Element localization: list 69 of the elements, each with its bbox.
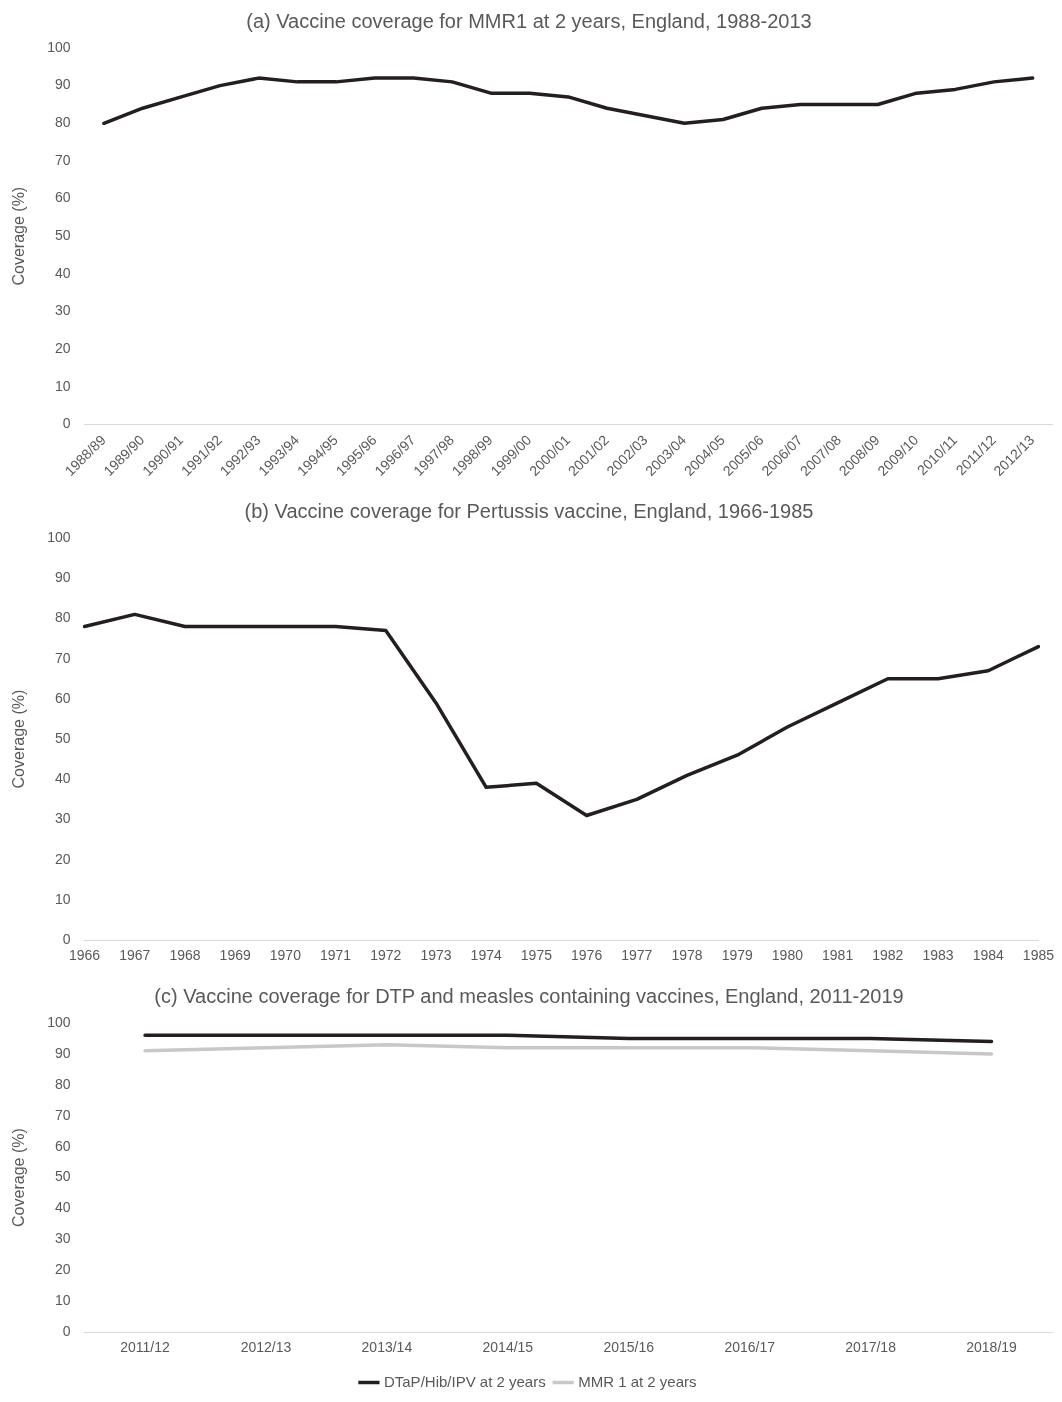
x-tick-label: 2012/13 [240, 1339, 292, 1356]
y-tick-label: 20 [54, 1261, 71, 1278]
y-axis-title: Coverage (%) [10, 689, 28, 789]
y-tick-label: 70 [54, 649, 71, 666]
y-tick-label: 40 [54, 770, 71, 787]
chart-title: (a) Vaccine coverage for MMR1 at 2 years, England, 1988-2013 [246, 9, 812, 32]
y-tick-label: 0 [62, 415, 71, 432]
y-tick-label: 60 [54, 689, 71, 706]
x-tick-label: 2015/16 [603, 1339, 655, 1356]
legend-label: DTaP/Hib/IPV at 2 years [383, 1372, 546, 1390]
legend-label: MMR 1 at 2 years [578, 1372, 697, 1390]
y-tick-label: 0 [62, 1323, 71, 1340]
y-tick-label: 10 [54, 1292, 71, 1309]
y-tick-label: 80 [54, 1075, 71, 1092]
y-tick-label: 40 [54, 264, 71, 281]
chart-title: (c) Vaccine coverage for DTP and measles containing vaccines, England, 2011-2019 [154, 984, 904, 1007]
x-tick-label: 1982 [872, 947, 904, 964]
x-tick-label: 1981 [822, 947, 854, 964]
y-tick-label: 80 [54, 609, 71, 626]
x-tick-label: 1974 [470, 947, 502, 964]
x-tick-label: 1975 [520, 947, 553, 964]
y-tick-label: 20 [54, 339, 71, 356]
x-tick-label: 1972 [370, 947, 402, 964]
y-tick-label: 90 [54, 76, 71, 93]
x-tick-label: 1970 [269, 947, 302, 964]
y-tick-label: 90 [54, 569, 71, 586]
x-tick-label: 2011/12 [120, 1339, 171, 1356]
y-tick-label: 30 [54, 1230, 71, 1247]
y-tick-label: 100 [47, 1013, 71, 1030]
x-tick-label: 1979 [721, 947, 753, 964]
x-tick-label: 1977 [621, 947, 653, 964]
x-tick-label: 1968 [169, 947, 201, 964]
y-tick-label: 50 [54, 1168, 71, 1185]
x-tick-label: 1971 [320, 947, 352, 964]
x-tick-label: 1967 [119, 947, 151, 964]
x-tick-label: 1976 [571, 947, 603, 964]
x-tick-label: 1969 [219, 947, 251, 964]
x-tick-label: 1984 [972, 947, 1004, 964]
y-tick-label: 10 [54, 377, 71, 394]
x-tick-label: 2016/17 [724, 1339, 776, 1356]
x-tick-label: 1966 [68, 947, 101, 964]
x-tick-label: 1973 [420, 947, 452, 964]
y-tick-label: 10 [54, 890, 71, 907]
y-tick-label: 50 [54, 227, 71, 244]
y-tick-label: 50 [54, 729, 71, 746]
x-tick-label: 2018/19 [966, 1339, 1018, 1356]
y-tick-label: 60 [54, 1137, 71, 1154]
y-tick-label: 30 [54, 810, 71, 827]
x-tick-label: 1980 [771, 947, 804, 964]
x-tick-label: 2017/18 [845, 1339, 897, 1356]
y-tick-label: 40 [54, 1199, 71, 1216]
y-tick-label: 0 [62, 931, 71, 948]
y-tick-label: 70 [54, 151, 71, 168]
y-tick-label: 20 [54, 850, 71, 867]
x-tick-label: 1983 [922, 947, 954, 964]
x-tick-label: 1985 [1022, 947, 1055, 964]
chart-title: (b) Vaccine coverage for Pertussis vaccine, England, 1966-1985 [244, 499, 814, 522]
y-tick-label: 100 [47, 528, 71, 545]
y-tick-label: 70 [54, 1106, 71, 1123]
y-tick-label: 30 [54, 302, 71, 319]
y-tick-label: 80 [54, 114, 71, 131]
y-tick-label: 90 [54, 1044, 71, 1061]
x-tick-label: 2014/15 [482, 1339, 534, 1356]
y-tick-label: 100 [47, 38, 71, 55]
y-axis-title: Coverage (%) [10, 1128, 28, 1227]
x-tick-label: 2013/14 [361, 1339, 413, 1356]
x-tick-label: 1978 [671, 947, 703, 964]
y-tick-label: 60 [54, 189, 71, 206]
y-axis-title: Coverage (%) [10, 186, 28, 286]
